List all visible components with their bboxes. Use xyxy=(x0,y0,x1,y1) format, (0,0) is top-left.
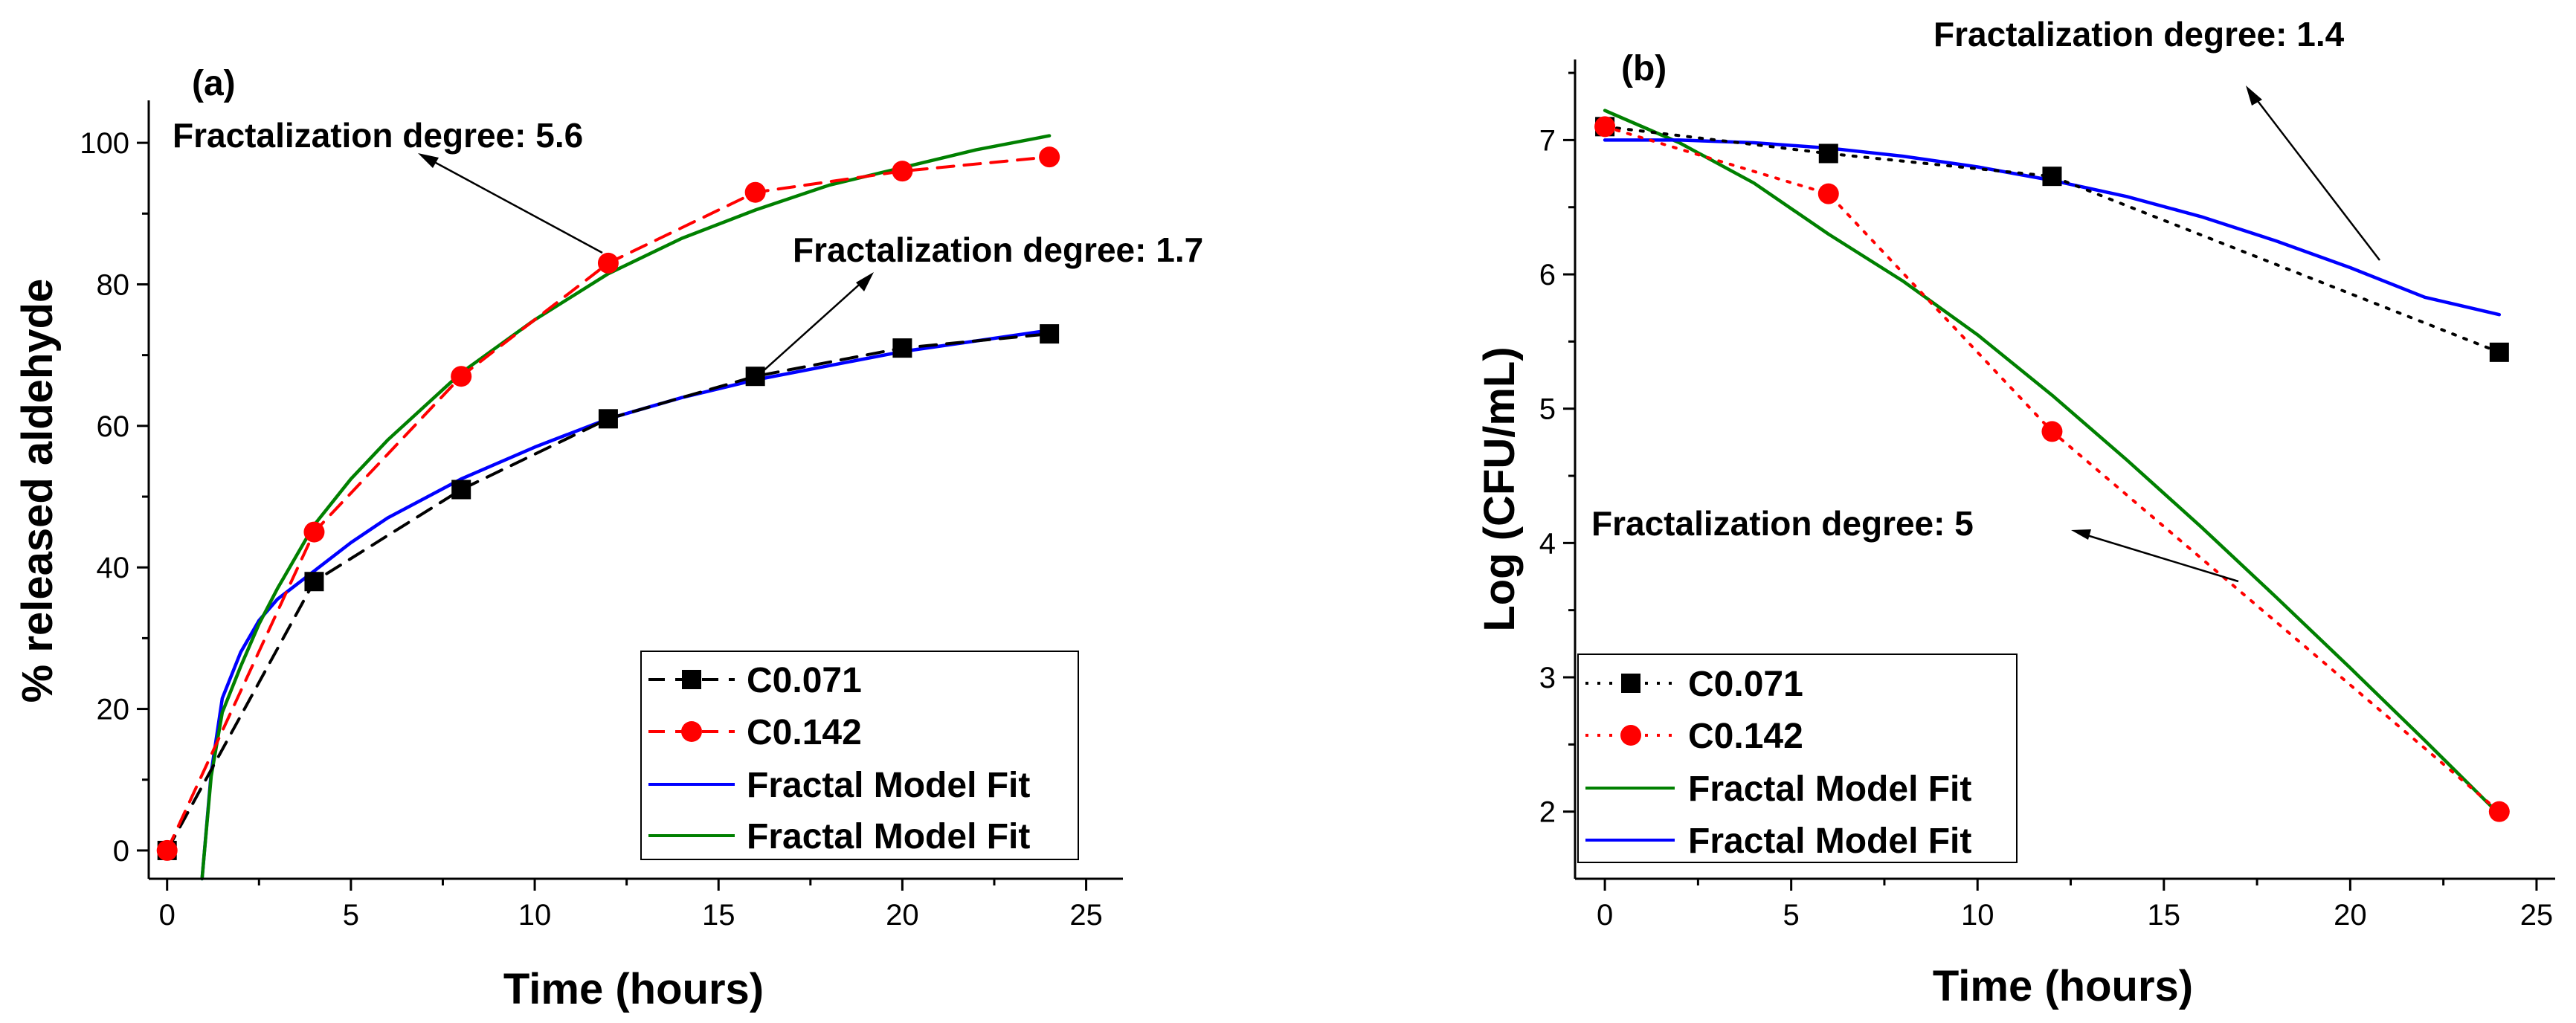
panel-b-series-c0142-point xyxy=(1817,183,1839,204)
panel-b-series-c0142-line xyxy=(1603,125,2501,813)
panel-a-annotation-5-6-arrow xyxy=(427,157,603,254)
panel-b-legend-label-c0071: C0.071 xyxy=(1688,665,1803,704)
panel-a-legend-label-fit-green: Fractal Model Fit xyxy=(747,817,1030,856)
panel-b: (b) 0 5 10 15 20 25 2 3 4 5 6 7 Time (hours) Log (C… xyxy=(1475,15,2555,1010)
panel-a-annotation-5-6: Fractalization degree: 5.6 xyxy=(173,116,583,155)
panel-a-y-axis-title: % released aldehyde xyxy=(13,279,62,703)
panel-a-annotation-1-7: Fractalization degree: 1.7 xyxy=(793,230,1203,269)
panel-b-annotation-5-arrow xyxy=(2081,532,2239,583)
panel-a-legend-marker-square xyxy=(682,670,701,689)
panel-a-series-c0142-point xyxy=(451,366,472,387)
panel-a-series-c0071-point xyxy=(598,409,618,429)
panel-b-legend-label-fit-green: Fractal Model Fit xyxy=(1688,769,1971,809)
panel-b-x-tick-label: 15 xyxy=(2148,899,2181,932)
panel-b-ticks: 0 5 10 15 20 25 2 3 4 5 6 7 xyxy=(1539,71,2554,932)
panel-a-x-tick-label: 25 xyxy=(1069,899,1103,932)
panel-a-series-fit-green-line xyxy=(200,134,1052,881)
panel-b-annotation-1-4-arrow xyxy=(2253,94,2380,261)
panel-b-x-axis-title: Time (hours) xyxy=(1933,962,2193,1010)
panel-a-series-c0071-point xyxy=(451,480,471,500)
panel-b-series-c0142-point xyxy=(2041,421,2063,442)
panel-a-x-tick-label: 5 xyxy=(343,899,359,932)
panel-b-series-c0071-line xyxy=(1603,125,2501,354)
panel-a-legend-item-fit-green: Fractal Model Fit xyxy=(648,817,1030,856)
panel-a-x-tick-label: 10 xyxy=(518,899,552,932)
panel-b-y-tick-label: 3 xyxy=(1539,662,1556,694)
panel-b-label: (b) xyxy=(1621,49,1667,88)
panel-b-legend-item-fit-blue: Fractal Model Fit xyxy=(1585,822,1971,861)
panel-b-series-c0071-point xyxy=(2042,167,2062,187)
panel-a-y-tick-label: 80 xyxy=(97,268,130,301)
panel-a-legend: C0.071 C0.142 Fractal Model Fit Fractal … xyxy=(640,651,1079,860)
panel-b-y-tick-label: 5 xyxy=(1539,393,1556,426)
panel-a-series-c0142-point xyxy=(892,161,913,182)
panel-a-y-tick-label: 100 xyxy=(80,127,129,160)
panel-a-x-tick-label: 0 xyxy=(159,899,176,932)
panel-b-y-tick-label: 4 xyxy=(1539,527,1556,560)
panel-b-legend-item-c0071: C0.071 xyxy=(1585,665,1803,704)
panel-a-series-c0071-point xyxy=(745,367,765,387)
panel-a-series-c0142-point xyxy=(1039,146,1060,168)
panel-a-x-axis-title: Time (hours) xyxy=(503,965,764,1013)
panel-b-y-axis-title: Log (CFU/mL) xyxy=(1475,346,1524,631)
panel-a-legend-item-c0142: C0.142 xyxy=(648,713,862,752)
panel-b-series-c0071-point xyxy=(1818,143,1838,164)
panel-b-legend-box xyxy=(1577,654,2018,863)
panel-a-series-c0071-point xyxy=(892,338,912,358)
panel-b-y-tick-label: 6 xyxy=(1539,259,1556,291)
panel-b-plot-area xyxy=(1594,109,2510,822)
panel-b-x-tick-label: 10 xyxy=(1961,899,1994,932)
panel-b-series-c0142-point xyxy=(1594,116,1616,138)
panel-a-label: (a) xyxy=(192,64,236,103)
panel-a-plot-area xyxy=(156,134,1060,881)
panel-b-x-tick-label: 5 xyxy=(1783,899,1800,932)
panel-a-y-tick-label: 20 xyxy=(97,694,130,726)
panel-a-series-fit-blue-line xyxy=(200,329,1052,881)
panel-a-legend-item-c0071: C0.071 xyxy=(648,661,862,700)
panel-a-y-tick-label: 60 xyxy=(97,410,130,443)
panel-b-x-tick-label: 0 xyxy=(1597,899,1613,932)
panel-a-legend-label-c0142: C0.142 xyxy=(747,713,862,752)
panel-b-series-c0142-point xyxy=(2488,801,2510,822)
panel-a-series-c0142-point xyxy=(303,521,325,543)
panel-a-series-c0142-point xyxy=(156,839,178,861)
panel-a-ticks: 0 5 10 15 20 25 0 20 40 60 80 100 xyxy=(80,127,1103,932)
panel-b-x-tick-label: 25 xyxy=(2520,899,2554,932)
panel-a-legend-marker-circle xyxy=(681,721,702,742)
panel-a-series-c0142-point xyxy=(597,252,619,274)
panel-b-annotation-5: Fractalization degree: 5 xyxy=(1591,504,1974,543)
panel-a-series-c0142-point xyxy=(744,181,766,203)
panel-a-annotation-1-7-arrow xyxy=(753,279,866,380)
panel-a-legend-item-fit-blue: Fractal Model Fit xyxy=(648,766,1030,805)
panel-a-annotation-1-7-arrowhead xyxy=(856,272,874,291)
panel-b-annotation-5-arrowhead xyxy=(2071,529,2091,540)
panel-b-legend-item-fit-green: Fractal Model Fit xyxy=(1585,769,1971,809)
panel-b-legend: C0.071 C0.142 Fractal Model Fit Fractal … xyxy=(1577,654,2018,863)
panel-b-series-fit-green-line xyxy=(1603,109,2502,816)
panel-b-series-fit-blue-line xyxy=(1603,138,2502,317)
panel-a-series-c0071-point xyxy=(1040,324,1060,344)
panel-a-x-tick-label: 20 xyxy=(886,899,919,932)
panel-b-y-tick-label: 2 xyxy=(1539,796,1556,829)
panel-b-legend-marker-circle xyxy=(1620,725,1641,746)
panel-a-legend-label-c0071: C0.071 xyxy=(747,661,862,700)
panel-b-annotation-1-4: Fractalization degree: 1.4 xyxy=(1933,15,2345,54)
panel-b-annotation-1-4-arrowhead xyxy=(2246,85,2262,106)
panel-a-x-tick-label: 15 xyxy=(702,899,735,932)
panel-a-y-tick-label: 40 xyxy=(97,552,130,584)
panel-a-y-tick-label: 0 xyxy=(113,835,129,868)
panel-b-legend-item-c0142: C0.142 xyxy=(1585,717,1803,756)
panel-b-y-tick-label: 7 xyxy=(1539,124,1556,157)
panel-b-series-c0071-point xyxy=(2489,342,2509,362)
panel-a-annotation-5-6-arrowhead xyxy=(418,153,439,168)
panel-b-legend-label-fit-blue: Fractal Model Fit xyxy=(1688,822,1971,861)
panel-b-x-tick-label: 20 xyxy=(2334,899,2367,932)
panel-a-legend-box xyxy=(640,651,1079,860)
panel-b-legend-marker-square xyxy=(1621,674,1640,693)
panel-b-legend-label-c0142: C0.142 xyxy=(1688,717,1803,756)
panel-a-legend-label-fit-blue: Fractal Model Fit xyxy=(747,766,1030,805)
panel-a-series-c0071-point xyxy=(304,572,324,592)
